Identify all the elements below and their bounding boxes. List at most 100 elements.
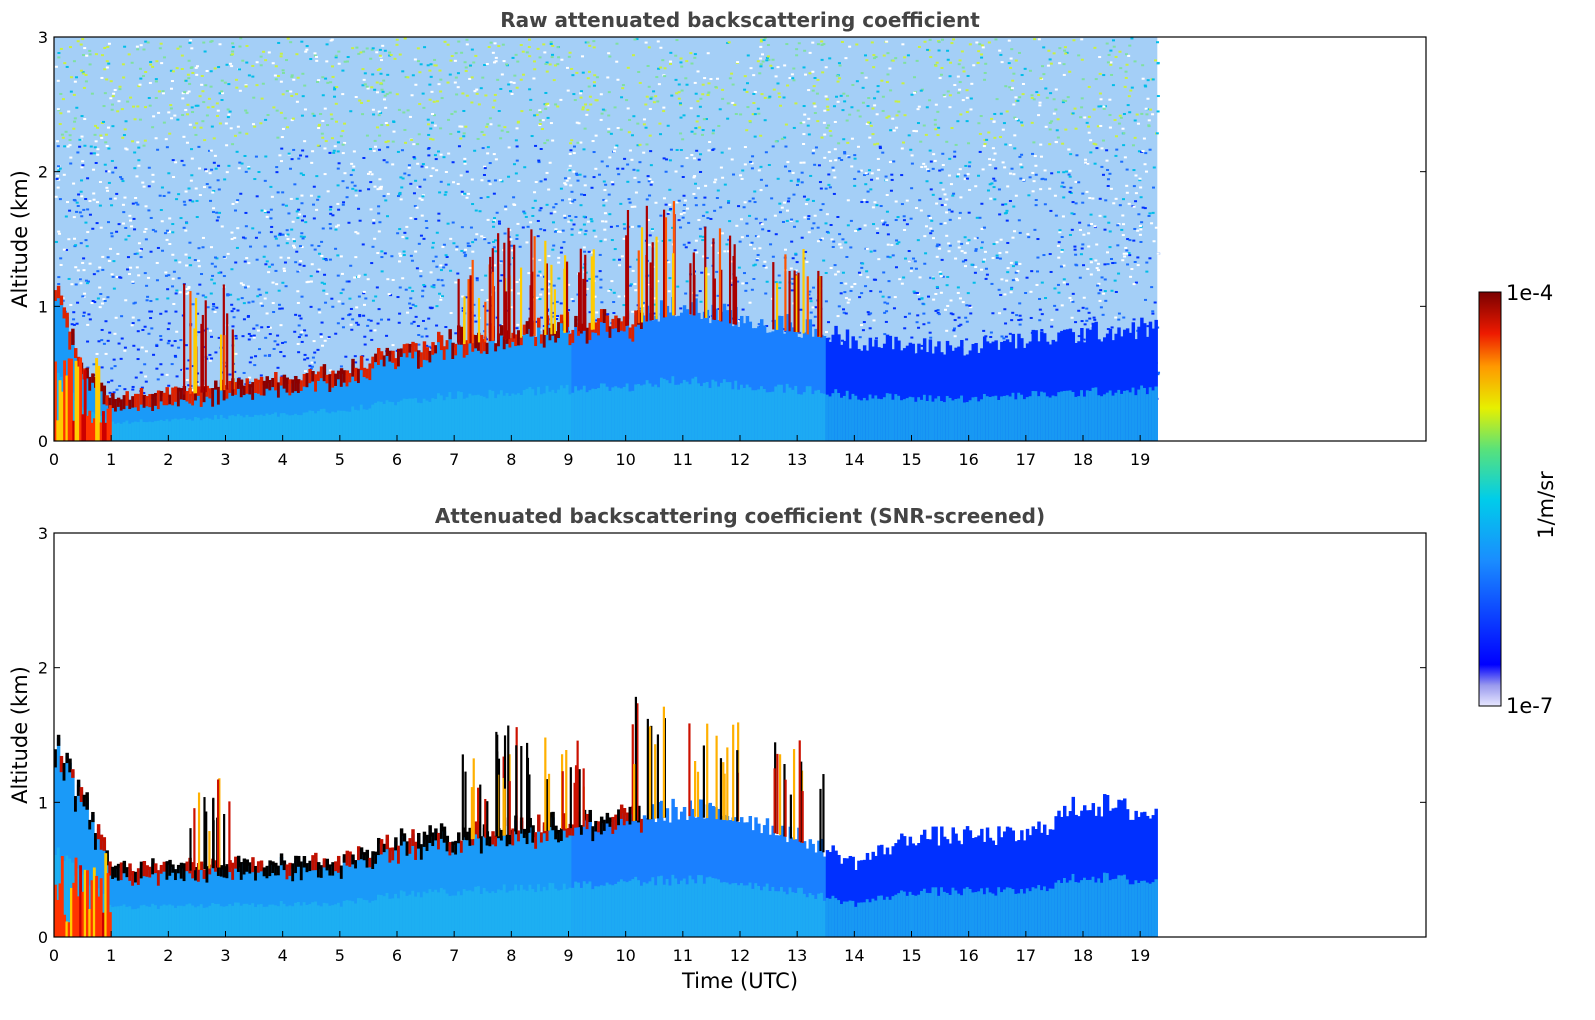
noise-speckle [799, 308, 803, 311]
noise-speckle [366, 99, 370, 102]
noise-speckle [535, 320, 539, 323]
noise-speckle [546, 286, 550, 289]
noise-speckle [182, 135, 186, 138]
noise-speckle [1032, 98, 1036, 101]
noise-speckle [679, 61, 683, 64]
noise-speckle [187, 90, 191, 93]
noise-speckle [1100, 147, 1104, 150]
noise-speckle [205, 69, 209, 72]
noise-speckle [811, 89, 815, 92]
noise-speckle [379, 318, 383, 321]
noise-speckle [927, 295, 931, 298]
noise-speckle [230, 231, 234, 234]
noise-speckle [79, 190, 83, 193]
noise-speckle [465, 38, 469, 41]
noise-speckle [881, 295, 885, 298]
noise-speckle [1092, 142, 1096, 145]
noise-speckle [300, 232, 304, 235]
noise-speckle [447, 183, 451, 186]
noise-speckle [579, 228, 583, 231]
noise-speckle [328, 223, 332, 226]
noise-speckle [756, 107, 760, 110]
noise-speckle [126, 100, 130, 103]
noise-speckle [948, 106, 952, 109]
noise-speckle [105, 66, 109, 69]
noise-speckle [516, 60, 520, 63]
noise-speckle [106, 296, 110, 299]
noise-speckle [867, 313, 871, 316]
noise-speckle [359, 51, 363, 54]
noise-speckle [1125, 191, 1129, 194]
noise-speckle [727, 147, 731, 150]
noise-speckle [478, 210, 482, 213]
noise-speckle [917, 105, 921, 108]
noise-speckle [67, 238, 71, 241]
noise-speckle [879, 205, 883, 208]
noise-speckle [1118, 204, 1122, 207]
noise-speckle [455, 248, 459, 251]
noise-speckle [449, 237, 453, 240]
noise-speckle [247, 262, 251, 265]
noise-speckle [1096, 269, 1100, 272]
noise-speckle [920, 166, 924, 169]
noise-speckle [812, 222, 816, 225]
noise-speckle [444, 326, 448, 329]
noise-speckle [279, 324, 283, 327]
noise-speckle [383, 49, 387, 52]
noise-speckle [557, 261, 561, 264]
noise-speckle [139, 248, 143, 251]
noise-speckle [148, 104, 152, 107]
noise-speckle [872, 319, 876, 322]
noise-speckle [759, 65, 763, 68]
noise-speckle [499, 279, 503, 282]
noise-speckle [892, 307, 896, 310]
noise-speckle [167, 339, 171, 342]
noise-speckle [993, 198, 997, 201]
noise-speckle [883, 333, 887, 336]
noise-speckle [777, 274, 781, 277]
noise-speckle [824, 187, 828, 190]
noise-speckle [1062, 196, 1066, 199]
noise-speckle [868, 327, 872, 330]
noise-speckle [57, 169, 61, 172]
noise-speckle [104, 320, 108, 323]
noise-speckle [730, 72, 734, 75]
noise-speckle [554, 103, 558, 106]
noise-speckle [91, 227, 95, 230]
noise-speckle [470, 48, 474, 51]
noise-speckle [1082, 233, 1086, 236]
noise-speckle [584, 229, 588, 232]
noise-speckle [152, 353, 156, 356]
noise-speckle [202, 346, 206, 349]
noise-speckle [510, 249, 514, 252]
noise-speckle [310, 161, 314, 164]
noise-speckle [966, 173, 970, 176]
noise-speckle [131, 105, 135, 108]
noise-speckle [297, 157, 301, 160]
noise-speckle [294, 313, 298, 316]
noise-speckle [1014, 194, 1018, 197]
panel-raw: Raw attenuated backscattering coefficien… [8, 8, 1427, 469]
noise-speckle [608, 213, 612, 216]
noise-speckle [936, 134, 940, 137]
noise-speckle [948, 218, 952, 221]
noise-speckle [760, 38, 764, 41]
noise-speckle [475, 92, 479, 95]
noise-speckle [290, 75, 294, 78]
noise-speckle [832, 240, 836, 243]
noise-speckle [572, 145, 576, 148]
noise-speckle [1016, 119, 1020, 122]
noise-speckle [249, 245, 253, 248]
noise-speckle [185, 264, 189, 267]
noise-speckle [162, 121, 166, 124]
noise-speckle [766, 43, 770, 46]
noise-speckle [124, 238, 128, 241]
noise-speckle [865, 270, 869, 273]
noise-speckle [1012, 173, 1016, 176]
noise-speckle [977, 174, 981, 177]
noise-speckle [1009, 261, 1013, 264]
noise-speckle [967, 142, 971, 145]
noise-speckle [366, 172, 370, 175]
noise-speckle [422, 284, 426, 287]
noise-speckle [1096, 284, 1100, 287]
